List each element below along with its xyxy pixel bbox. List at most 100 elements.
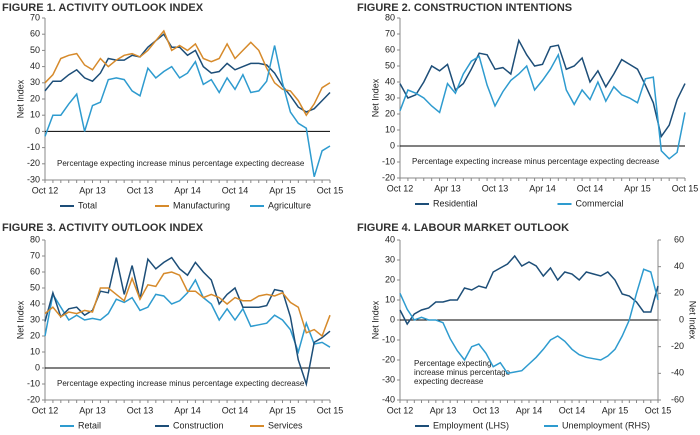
y-axis-label: Net Index (15, 300, 25, 339)
annotation: Percentage expecting increase minus perc… (57, 379, 305, 388)
x-tick-label: Oct 12 (32, 185, 59, 195)
y-axis-label: Net Index (370, 300, 380, 339)
y-tick-label: -30 (382, 374, 395, 384)
legend-label: Retail (78, 420, 101, 430)
y-tick-label: 50 (30, 282, 40, 292)
y-tick-label: -10 (382, 334, 395, 344)
y2-tick-label: 20 (674, 288, 684, 298)
y-tick-label: 10 (30, 110, 40, 120)
y-tick-label: 70 (385, 28, 395, 38)
x-tick-label: Oct 15 (672, 183, 699, 193)
annotation: Percentage expecting increase minus perc… (57, 159, 305, 168)
legend-label: Total (78, 200, 97, 210)
y2-tick-label: -60 (671, 394, 684, 404)
x-tick-label: Apr 14 (516, 405, 543, 415)
y-tick-label: 20 (30, 330, 40, 340)
series-line (399, 38, 686, 139)
series-line (399, 52, 686, 160)
series-line (44, 271, 331, 338)
y2-tick-label: 40 (674, 261, 684, 271)
y-tick-label: 80 (385, 12, 395, 22)
x-tick-label: Oct 12 (387, 405, 414, 415)
series-line (44, 29, 331, 117)
annotation: increase minus percentage (414, 368, 511, 377)
y-tick-label: 60 (385, 44, 395, 54)
x-tick-label: Oct 15 (317, 185, 344, 195)
x-tick-label: Apr 13 (434, 183, 461, 193)
y-tick-label: -20 (27, 394, 40, 404)
y2-axis-label: Net Index (688, 301, 698, 340)
y-tick-label: 60 (30, 29, 40, 39)
y-tick-label: 0 (35, 362, 40, 372)
y-tick-label: 10 (385, 124, 395, 134)
y-tick-label: -10 (27, 142, 40, 152)
y-tick-label: 50 (385, 60, 395, 70)
y-tick-label: 20 (385, 274, 395, 284)
x-tick-label: Oct 14 (559, 405, 586, 415)
x-tick-label: Apr 14 (174, 405, 201, 415)
y-tick-label: 30 (385, 254, 395, 264)
y-tick-label: -10 (27, 378, 40, 388)
y-tick-label: 0 (35, 126, 40, 136)
y-tick-label: 40 (385, 76, 395, 86)
x-tick-label: Apr 15 (602, 405, 629, 415)
x-tick-label: Oct 13 (482, 183, 509, 193)
x-tick-label: Oct 15 (317, 405, 344, 415)
y-tick-label: 20 (30, 93, 40, 103)
x-tick-label: Apr 15 (269, 185, 296, 195)
x-tick-label: Oct 14 (222, 185, 249, 195)
y-axis-label: Net Index (15, 79, 25, 118)
series-line (44, 45, 331, 178)
x-tick-label: Apr 14 (174, 185, 201, 195)
legend-label: Agriculture (268, 200, 311, 210)
y-tick-label: 10 (385, 294, 395, 304)
y-tick-label: 30 (30, 77, 40, 87)
x-tick-label: Oct 12 (387, 183, 414, 193)
annotation: Percentage expecting increase minus perc… (412, 157, 660, 166)
y-tick-label: 80 (30, 234, 40, 244)
x-tick-label: Oct 15 (645, 405, 672, 415)
y-tick-label: -30 (27, 174, 40, 184)
y2-tick-label: 0 (679, 314, 684, 324)
x-tick-label: Oct 14 (577, 183, 604, 193)
chart-title: FIGURE 1. ACTIVITY OUTLOOK INDEX (2, 2, 204, 14)
y-tick-label: -10 (382, 156, 395, 166)
legend-label: Services (268, 420, 303, 430)
y2-tick-label: -40 (671, 368, 684, 378)
legend-label: Commercial (576, 198, 624, 208)
y-tick-label: 40 (30, 298, 40, 308)
x-tick-label: Oct 13 (473, 405, 500, 415)
chart-title: FIGURE 3. ACTIVITY OUTLOOK INDEX (2, 222, 204, 234)
series-line (399, 268, 659, 375)
legend-label: Residential (433, 198, 478, 208)
series-line (44, 278, 331, 355)
legend-label: Unemployment (RHS) (562, 420, 650, 430)
legend-label: Manufacturing (173, 200, 230, 210)
x-tick-label: Apr 13 (79, 185, 106, 195)
series-line (399, 254, 659, 326)
y-tick-label: 0 (390, 314, 395, 324)
x-tick-label: Oct 13 (127, 185, 154, 195)
x-tick-label: Oct 12 (32, 405, 59, 415)
y-tick-label: 60 (30, 266, 40, 276)
y-tick-label: 20 (385, 108, 395, 118)
legend-label: Employment (LHS) (433, 420, 509, 430)
y2-tick-label: 60 (674, 234, 684, 244)
annotation: Percentage expecting (414, 359, 491, 368)
y-tick-label: 0 (390, 140, 395, 150)
y-axis-label: Net Index (370, 78, 380, 117)
chart-title: FIGURE 4. LABOUR MARKET OUTLOOK (357, 222, 569, 234)
y-tick-label: 30 (30, 314, 40, 324)
x-tick-label: Oct 13 (127, 405, 154, 415)
x-tick-label: Apr 14 (529, 183, 556, 193)
annotation: expecting decrease (414, 377, 484, 386)
y-tick-label: -20 (27, 158, 40, 168)
x-tick-label: Apr 15 (269, 405, 296, 415)
legend-label: Construction (173, 420, 224, 430)
y-tick-label: -20 (382, 354, 395, 364)
y-tick-label: 70 (30, 250, 40, 260)
x-tick-label: Oct 14 (222, 405, 249, 415)
y-tick-label: -40 (382, 394, 395, 404)
y-tick-label: 30 (385, 92, 395, 102)
